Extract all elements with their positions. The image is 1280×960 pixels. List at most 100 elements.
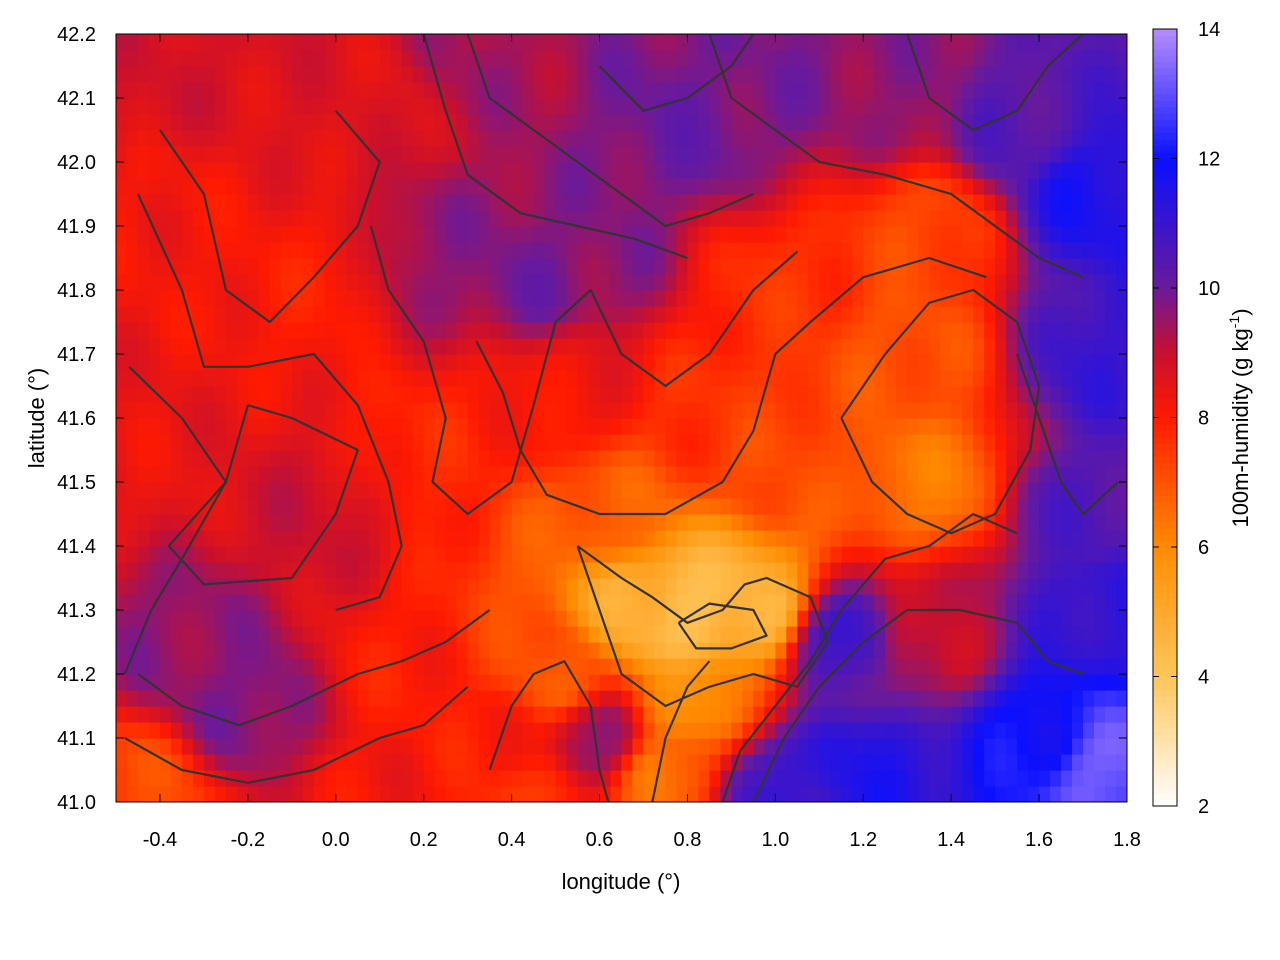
heatmap-cell (126, 146, 139, 163)
heatmap-cell (181, 178, 194, 195)
heatmap-cell (610, 418, 623, 435)
heatmap-cell (665, 178, 678, 195)
heatmap-cell (852, 290, 864, 307)
heatmap-cell (478, 242, 491, 259)
heatmap-cell (852, 594, 864, 611)
heatmap-cell (555, 562, 568, 579)
heatmap-cell (478, 130, 491, 147)
heatmap-cell (940, 530, 952, 547)
heatmap-cell (1017, 770, 1029, 787)
heatmap-cell (544, 418, 557, 435)
heatmap-cell (269, 674, 282, 691)
heatmap-cell (159, 674, 172, 691)
heatmap-cell (456, 130, 469, 147)
heatmap-cell (874, 610, 886, 627)
heatmap-cell (1105, 82, 1117, 99)
heatmap-cell (1105, 658, 1117, 675)
heatmap-cell (1094, 466, 1106, 483)
heatmap-cell (896, 754, 908, 771)
heatmap-cell (555, 466, 568, 483)
heatmap-cell (467, 754, 480, 771)
heatmap-cell (236, 50, 249, 67)
heatmap-cell (896, 674, 908, 691)
heatmap-cell (335, 498, 348, 515)
heatmap-cell (720, 66, 732, 83)
heatmap-cell (720, 386, 732, 403)
heatmap-cell (368, 450, 381, 467)
heatmap-cell (203, 130, 216, 147)
heatmap-cell (654, 770, 667, 787)
heatmap-cell (962, 402, 974, 419)
heatmap-cell (808, 770, 820, 787)
heatmap-cell (874, 386, 886, 403)
heatmap-cell (1061, 738, 1073, 755)
heatmap-cell (445, 418, 458, 435)
heatmap-cell (379, 322, 392, 339)
heatmap-cell (522, 98, 535, 115)
colorbar-segment (1153, 152, 1177, 160)
heatmap-cell (500, 770, 513, 787)
heatmap-cell (995, 370, 1007, 387)
heatmap-cell (214, 434, 227, 451)
heatmap-cell (1083, 386, 1095, 403)
heatmap-cell (588, 418, 601, 435)
heatmap-cell (632, 258, 645, 275)
heatmap-cell (247, 322, 260, 339)
heatmap-cell (170, 418, 183, 435)
heatmap-cell (764, 50, 776, 67)
heatmap-cell (467, 594, 480, 611)
heatmap-cell (116, 418, 128, 435)
heatmap-cell (588, 786, 601, 802)
heatmap-cell (1094, 210, 1106, 227)
heatmap-cell (632, 418, 645, 435)
heatmap-cell (148, 322, 161, 339)
heatmap-cell (423, 722, 436, 739)
heatmap-cell (1083, 562, 1095, 579)
heatmap-cell (566, 514, 579, 531)
heatmap-cell (522, 754, 535, 771)
heatmap-cell (214, 418, 227, 435)
heatmap-cell (269, 738, 282, 755)
heatmap-cell (676, 450, 689, 467)
heatmap-cell (929, 82, 941, 99)
heatmap-cell (390, 194, 403, 211)
heatmap-cell (676, 130, 689, 147)
heatmap-cell (456, 402, 469, 419)
heatmap-cell (632, 82, 645, 99)
heatmap-cell (698, 562, 711, 579)
heatmap-cell (841, 258, 853, 275)
heatmap-cell (247, 194, 260, 211)
heatmap-cell (1006, 498, 1018, 515)
heatmap-cell (1072, 50, 1084, 67)
heatmap-cell (698, 674, 711, 691)
colorbar-segment (1153, 80, 1177, 88)
heatmap-cell (511, 482, 524, 499)
heatmap-cell (137, 98, 150, 115)
heatmap-cell (654, 386, 667, 403)
heatmap-cell (456, 162, 469, 179)
heatmap-cell (676, 274, 689, 291)
heatmap-cell (1017, 194, 1029, 211)
heatmap-cell (148, 98, 161, 115)
heatmap-cell (951, 450, 963, 467)
heatmap-cell (995, 722, 1007, 739)
heatmap-cell (522, 146, 535, 163)
heatmap-cell (467, 178, 480, 195)
heatmap-cell (313, 514, 326, 531)
heatmap-cell (797, 530, 809, 547)
heatmap-cell (720, 450, 732, 467)
heatmap-cell (698, 450, 711, 467)
heatmap-cell (533, 754, 546, 771)
heatmap-cell (116, 114, 128, 131)
heatmap-cell (687, 770, 700, 787)
heatmap-cell (698, 338, 711, 355)
heatmap-cell (588, 530, 601, 547)
heatmap-cell (489, 242, 502, 259)
heatmap-cell (1050, 194, 1062, 211)
heatmap-cell (456, 418, 469, 435)
heatmap-cell (863, 482, 875, 499)
heatmap-cell (984, 82, 996, 99)
heatmap-cell (203, 386, 216, 403)
heatmap-cell (478, 402, 491, 419)
heatmap-cell (1072, 370, 1084, 387)
